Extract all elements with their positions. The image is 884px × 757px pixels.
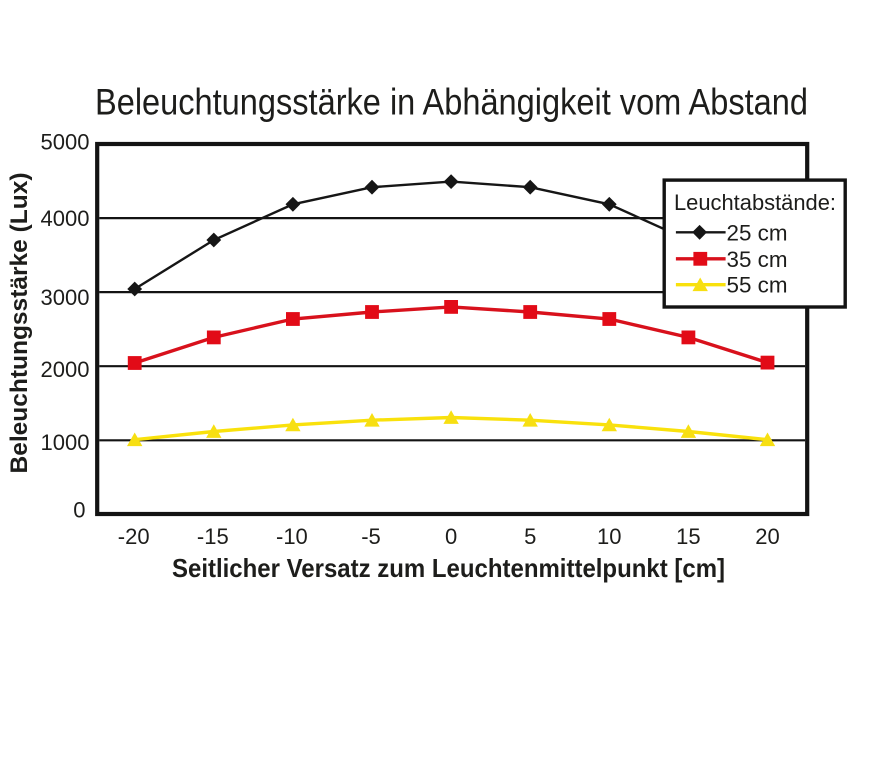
svg-text:35 cm: 35 cm [727, 247, 788, 272]
svg-text:2000: 2000 [41, 357, 90, 382]
svg-text:4000: 4000 [41, 206, 90, 231]
svg-text:0: 0 [445, 524, 457, 549]
svg-text:-10: -10 [276, 524, 308, 549]
svg-text:-15: -15 [197, 524, 229, 549]
svg-text:Seitlicher Versatz zum Leuchte: Seitlicher Versatz zum Leuchtenmittelpun… [172, 553, 725, 583]
svg-text:-5: -5 [361, 524, 381, 549]
svg-text:3000: 3000 [41, 285, 90, 310]
svg-text:Leuchtabstände:: Leuchtabstände: [674, 190, 836, 215]
svg-text:5: 5 [524, 524, 536, 549]
svg-text:55 cm: 55 cm [727, 273, 788, 298]
svg-text:10: 10 [597, 524, 621, 549]
svg-text:20: 20 [755, 524, 779, 549]
svg-text:15: 15 [676, 524, 700, 549]
svg-text:Beleuchtungsstärke in Abhängig: Beleuchtungsstärke in Abhängigkeit vom A… [95, 82, 808, 123]
svg-text:-20: -20 [118, 524, 150, 549]
svg-text:Beleuchtungsstärke (Lux): Beleuchtungsstärke (Lux) [6, 173, 33, 474]
svg-text:5000: 5000 [41, 129, 90, 154]
svg-text:0: 0 [73, 498, 85, 523]
svg-text:25 cm: 25 cm [727, 220, 788, 245]
svg-text:1000: 1000 [41, 430, 90, 455]
